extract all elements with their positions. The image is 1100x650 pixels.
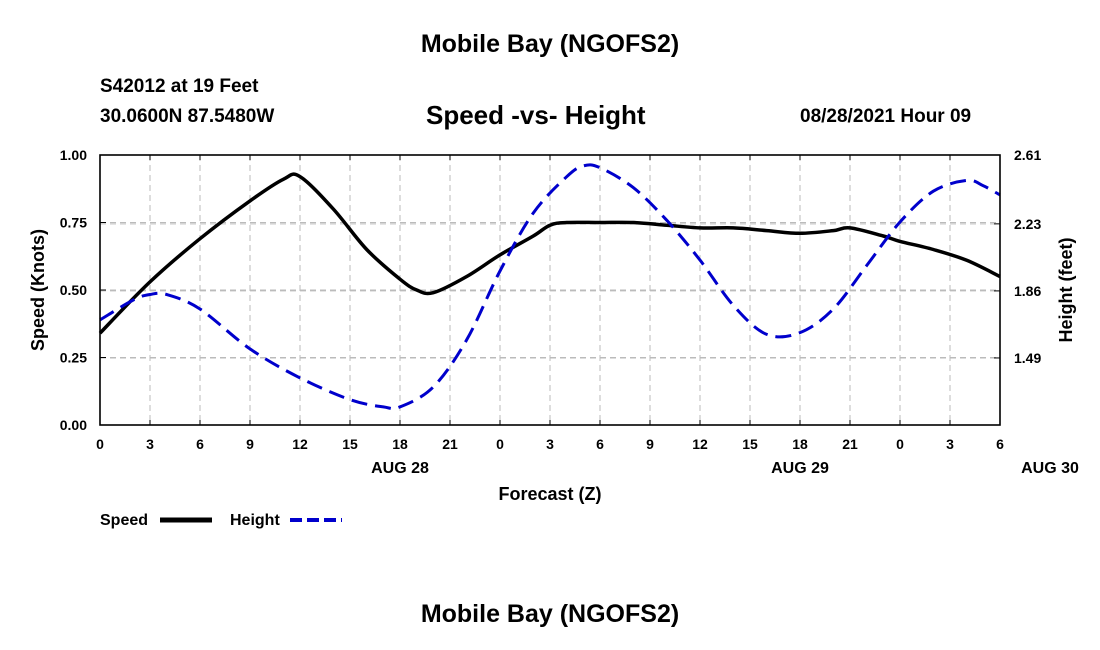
grid	[100, 154, 1000, 425]
x-tick-label: 21	[842, 436, 858, 452]
x-tick-label: 9	[246, 436, 254, 452]
y-tick-label: 1.00	[60, 147, 87, 163]
x-tick-label: 12	[292, 436, 308, 452]
y-tick-label: 0.25	[60, 350, 87, 366]
x-tick-label: 6	[996, 436, 1004, 452]
y-tick-label: 0.50	[60, 282, 87, 298]
x-tick-label: 3	[946, 436, 954, 452]
height-series-line	[99, 163, 1001, 411]
x-tick-label: 6	[196, 436, 204, 452]
x-tick-label: 18	[392, 436, 408, 452]
date-label: AUG 30	[1021, 460, 1079, 477]
y-axis-title: Speed (Knots)	[28, 229, 48, 351]
y2-tick-label: 2.23	[1014, 216, 1041, 232]
x-axis-title: Forecast (Z)	[498, 484, 601, 504]
forecast-datetime: 08/28/2021 Hour 09	[800, 106, 972, 127]
x-tick-label: 0	[496, 436, 504, 452]
chart-subtitle: Speed -vs- Height	[426, 100, 646, 130]
y2-tick-label: 2.61	[1014, 147, 1041, 163]
chart-title-bottom: Mobile Bay (NGOFS2)	[420, 600, 680, 628]
x-tick-label: 12	[692, 436, 708, 452]
series-lines	[98, 163, 1001, 411]
y-tick-label: 0.75	[60, 215, 87, 231]
y2-axis-title: Height (feet)	[1056, 238, 1076, 343]
x-tick-label: 6	[596, 436, 604, 452]
x-tick-label: 3	[146, 436, 154, 452]
date-label: AUG 29	[771, 460, 829, 477]
coordinates-label: 30.0600N 87.5480W	[100, 106, 275, 127]
x-tick-label: 0	[96, 436, 104, 452]
x-tick-label: 0	[896, 436, 904, 452]
chart-title-top: Mobile Bay (NGOFS2)	[420, 30, 680, 58]
date-label: AUG 28	[371, 460, 429, 477]
x-tick-label: 15	[742, 436, 758, 452]
station-label: S42012 at 19 Feet	[100, 76, 259, 97]
x-tick-label: 15	[342, 436, 358, 452]
axis-labels: 0 3 6 9 12 15 18 21 0 3 6 9 12 15 18 21 0 3 6 AUG 28 AUG 29 A…	[60, 147, 1079, 477]
legend: Speed Height	[100, 512, 342, 529]
axis-ticks	[99, 154, 1001, 426]
y2-tick-label: 1.86	[1014, 283, 1041, 299]
legend-height-label: Height	[230, 512, 280, 529]
x-tick-label: 18	[792, 436, 808, 452]
x-tick-label: 21	[442, 436, 458, 452]
y-tick-label: 0.00	[60, 417, 87, 433]
y2-tick-label: 1.49	[1014, 350, 1041, 366]
legend-speed-label: Speed	[100, 512, 148, 529]
x-tick-label: 9	[646, 436, 654, 452]
speed-series-line	[98, 172, 1001, 335]
x-tick-label: 3	[546, 436, 554, 452]
